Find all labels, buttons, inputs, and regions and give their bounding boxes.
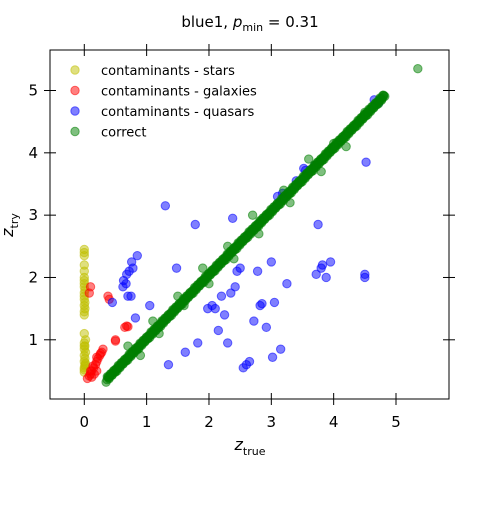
point-contaminants-quasars xyxy=(361,157,371,167)
legend-marker xyxy=(70,85,80,96)
point-contaminants-quasars xyxy=(130,313,141,323)
point-contaminants-quasars xyxy=(257,298,267,309)
point-contaminants-quasars xyxy=(107,297,118,308)
point-contaminants-stars xyxy=(79,341,89,351)
legend-label: contaminants - galaxies xyxy=(101,85,257,100)
point-contaminants-quasars xyxy=(317,260,328,270)
chart-title: blue1, pmin = 0.31 xyxy=(181,13,318,34)
point-contaminants-quasars xyxy=(282,279,292,289)
point-contaminants-quasars xyxy=(249,316,259,326)
point-contaminants-quasars xyxy=(210,303,220,314)
legend-marker xyxy=(70,106,80,116)
point-contaminants-quasars xyxy=(230,282,240,292)
legend: contaminants - stars contaminants - galax… xyxy=(70,64,257,141)
point-correct xyxy=(179,300,189,311)
point-contaminants-stars xyxy=(79,328,89,339)
point-contaminants-quasars xyxy=(267,352,278,362)
point-contaminants-quasars xyxy=(213,325,224,336)
x-tick-label: 4 xyxy=(329,413,339,431)
x-axis-label: ztrue xyxy=(234,435,266,458)
point-contaminants-quasars xyxy=(325,257,336,267)
legend-label: contaminants - quasars xyxy=(101,105,254,120)
points-layer xyxy=(79,63,423,387)
point-correct xyxy=(360,107,370,118)
plot-frame xyxy=(49,49,450,400)
point-contaminants-quasars xyxy=(180,347,190,357)
legend-label: contaminants - stars xyxy=(101,64,235,79)
y-tick-label: 5 xyxy=(28,82,38,100)
point-correct xyxy=(328,138,339,149)
point-contaminants-quasars xyxy=(227,213,238,223)
point-correct xyxy=(135,350,146,361)
point-contaminants-quasars xyxy=(216,291,227,301)
y-tick-label: 1 xyxy=(28,331,38,349)
point-contaminants-galaxies xyxy=(95,348,106,359)
point-contaminants-quasars xyxy=(126,257,137,267)
point-contaminants-quasars xyxy=(145,300,155,311)
point-correct xyxy=(123,341,133,351)
point-contaminants-quasars xyxy=(226,288,236,298)
point-contaminants-galaxies xyxy=(92,366,102,376)
point-contaminants-quasars xyxy=(160,201,171,211)
point-correct xyxy=(341,141,351,152)
y-tick-label: 4 xyxy=(28,144,38,162)
y-tick-label: 3 xyxy=(28,206,38,224)
point-contaminants-galaxies xyxy=(121,321,132,331)
point-contaminants-quasars xyxy=(311,269,321,280)
legend-marker xyxy=(70,65,80,75)
point-contaminants-quasars xyxy=(219,310,230,320)
point-contaminants-quasars xyxy=(121,269,132,280)
x-tick-label: 0 xyxy=(80,413,90,431)
point-contaminants-quasars xyxy=(313,219,323,230)
point-correct xyxy=(380,91,390,102)
y-axis-label: ztry xyxy=(0,213,21,238)
point-contaminants-galaxies xyxy=(85,282,96,292)
point-contaminants-quasars xyxy=(132,250,142,261)
point-contaminants-quasars xyxy=(126,291,136,301)
point-correct xyxy=(173,291,183,301)
point-correct xyxy=(285,197,295,208)
x-tick-label: 1 xyxy=(142,413,152,431)
x-tick-label: 5 xyxy=(391,413,401,431)
ticks-layer: 0 1 2 3 4 5 1 2 3 4 5 xyxy=(28,44,455,431)
point-contaminants-stars xyxy=(79,244,89,255)
point-contaminants-galaxies xyxy=(110,335,121,345)
point-contaminants-quasars xyxy=(261,322,272,333)
point-correct xyxy=(229,254,239,264)
legend-marker xyxy=(70,126,80,137)
point-correct xyxy=(413,63,423,74)
point-contaminants-quasars xyxy=(193,338,203,348)
point-correct xyxy=(316,166,326,177)
point-contaminants-quasars xyxy=(266,257,277,267)
point-contaminants-quasars xyxy=(190,219,200,230)
point-correct xyxy=(222,241,233,252)
point-correct xyxy=(154,328,164,339)
point-correct xyxy=(204,279,214,289)
point-correct xyxy=(247,210,258,220)
point-contaminants-quasars xyxy=(235,263,245,273)
legend-label: correct xyxy=(101,126,147,141)
point-contaminants-quasars xyxy=(222,338,233,348)
point-contaminants-quasars xyxy=(321,272,331,283)
y-tick-label: 2 xyxy=(28,268,38,286)
point-contaminants-quasars xyxy=(252,266,263,276)
x-tick-label: 2 xyxy=(204,413,214,431)
point-contaminants-galaxies xyxy=(103,291,113,301)
point-contaminants-quasars xyxy=(163,360,174,370)
point-correct xyxy=(304,154,314,164)
point-correct xyxy=(254,229,264,239)
point-contaminants-quasars xyxy=(275,344,286,354)
point-correct xyxy=(279,185,289,195)
point-contaminants-quasars xyxy=(171,263,182,273)
point-contaminants-quasars xyxy=(360,269,370,280)
point-contaminants-stars xyxy=(79,260,89,270)
point-contaminants-quasars xyxy=(244,356,255,367)
point-correct xyxy=(198,263,208,273)
point-correct xyxy=(148,316,158,326)
point-contaminants-quasars xyxy=(269,297,280,308)
x-tick-label: 3 xyxy=(267,413,277,431)
